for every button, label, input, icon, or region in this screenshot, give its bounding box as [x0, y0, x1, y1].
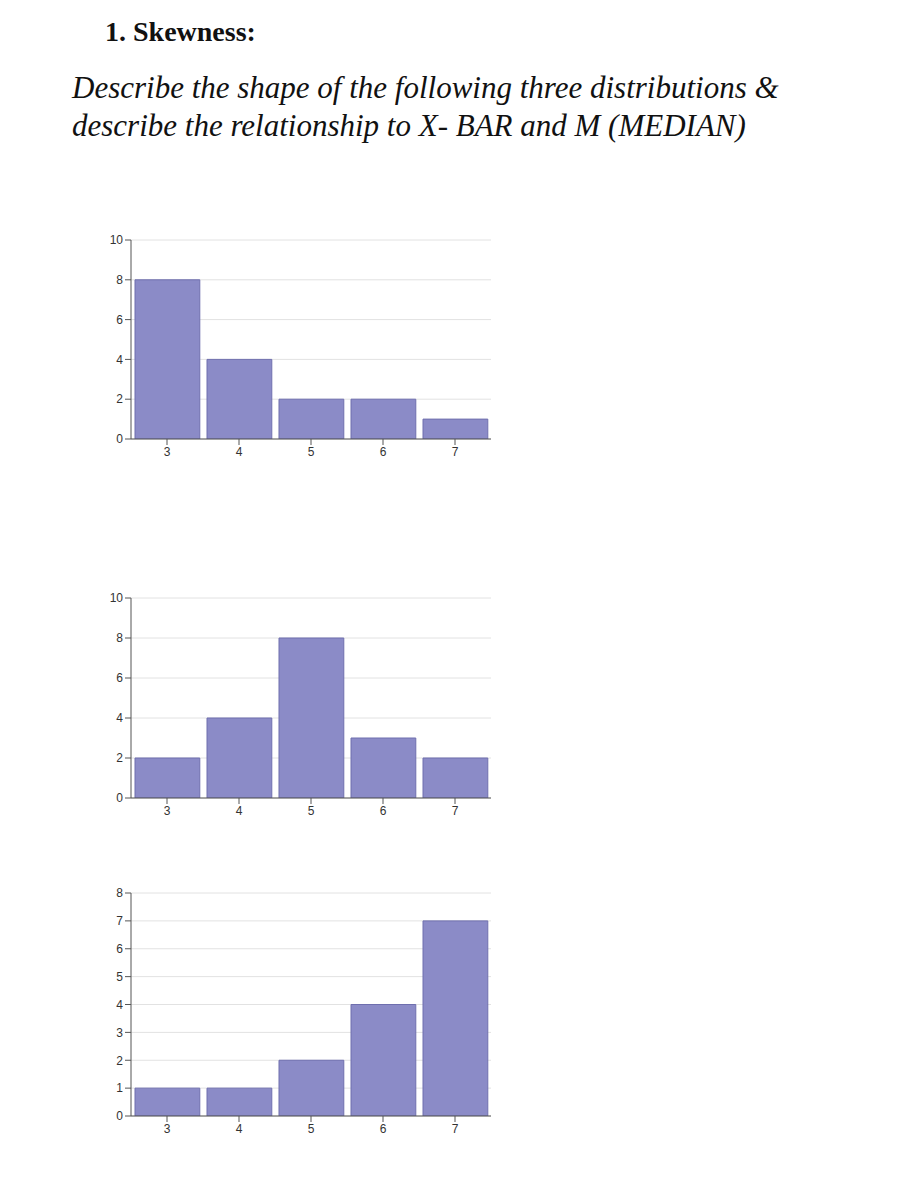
svg-text:3: 3 [164, 804, 171, 818]
svg-text:0: 0 [116, 432, 123, 446]
html-text:describe the relationship to X: describe the relationship to X- BAR and … [72, 108, 746, 143]
svg-text:5: 5 [308, 804, 315, 818]
svg-text:4: 4 [116, 998, 123, 1012]
svg-text:6: 6 [380, 804, 387, 818]
svg-text:6: 6 [116, 942, 123, 956]
svg-text:4: 4 [116, 353, 123, 367]
svg-text:2: 2 [116, 751, 123, 765]
svg-text:4: 4 [116, 711, 123, 725]
svg-text:4: 4 [236, 445, 243, 459]
svg-text:8: 8 [116, 273, 123, 287]
svg-text:7: 7 [452, 1122, 459, 1136]
svg-text:4: 4 [236, 1122, 243, 1136]
svg-text:7: 7 [452, 804, 459, 818]
svg-text:6: 6 [380, 1122, 387, 1136]
html-text:1. Skewness:: 1. Skewness: [105, 16, 256, 47]
svg-text:5: 5 [308, 445, 315, 459]
html-text:Describe the shape of the foll: Describe the shape of the following thre… [72, 70, 779, 105]
svg-text:7: 7 [116, 914, 123, 928]
svg-text:3: 3 [164, 445, 171, 459]
svg-text:8: 8 [116, 631, 123, 645]
svg-text:8: 8 [116, 886, 123, 900]
svg-text:6: 6 [116, 313, 123, 327]
svg-text:6: 6 [116, 671, 123, 685]
svg-text:2: 2 [116, 1054, 123, 1068]
svg-text:1: 1 [116, 1081, 123, 1095]
svg-text:0: 0 [116, 791, 123, 805]
svg-text:5: 5 [116, 970, 123, 984]
svg-text:3: 3 [116, 1026, 123, 1040]
svg-text:10: 10 [110, 591, 124, 605]
svg-text:5: 5 [308, 1122, 315, 1136]
svg-text:2: 2 [116, 392, 123, 406]
svg-text:7: 7 [452, 445, 459, 459]
svg-text:6: 6 [380, 445, 387, 459]
svg-text:10: 10 [110, 233, 124, 247]
svg-text:3: 3 [164, 1122, 171, 1136]
svg-text:4: 4 [236, 804, 243, 818]
svg-text:0: 0 [116, 1109, 123, 1123]
